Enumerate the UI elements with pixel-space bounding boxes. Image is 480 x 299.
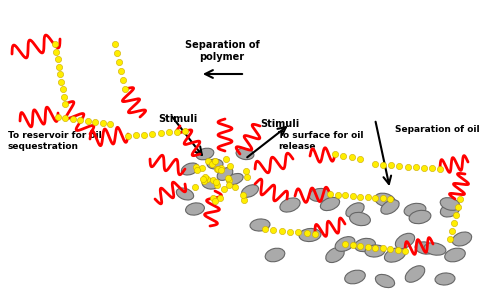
Ellipse shape <box>309 188 331 202</box>
Ellipse shape <box>415 242 435 254</box>
Ellipse shape <box>176 188 193 200</box>
Ellipse shape <box>404 203 426 217</box>
Ellipse shape <box>384 248 406 262</box>
Ellipse shape <box>250 219 270 231</box>
Ellipse shape <box>375 274 395 288</box>
Text: Separation of
polymer: Separation of polymer <box>185 40 259 62</box>
Ellipse shape <box>335 237 355 251</box>
Ellipse shape <box>346 203 364 217</box>
Ellipse shape <box>181 163 199 175</box>
Ellipse shape <box>186 203 204 215</box>
Ellipse shape <box>326 248 344 263</box>
Ellipse shape <box>375 193 396 207</box>
Ellipse shape <box>280 198 300 212</box>
Ellipse shape <box>435 273 455 285</box>
Ellipse shape <box>365 245 385 257</box>
Ellipse shape <box>355 238 375 252</box>
Text: To reservoir for oil
sequestration: To reservoir for oil sequestration <box>8 131 102 151</box>
Ellipse shape <box>299 228 321 242</box>
Ellipse shape <box>396 233 415 249</box>
Ellipse shape <box>265 248 285 262</box>
Ellipse shape <box>227 173 243 184</box>
Ellipse shape <box>444 248 465 262</box>
Ellipse shape <box>207 159 223 169</box>
Ellipse shape <box>452 232 472 246</box>
Text: Stimuli: Stimuli <box>260 119 299 129</box>
Text: Separation of oil: Separation of oil <box>395 124 480 133</box>
Ellipse shape <box>440 203 460 217</box>
Ellipse shape <box>424 243 446 255</box>
Ellipse shape <box>349 212 371 226</box>
Ellipse shape <box>345 270 365 284</box>
Text: Stimuli: Stimuli <box>158 114 197 124</box>
Ellipse shape <box>202 179 218 189</box>
Ellipse shape <box>405 266 425 282</box>
Ellipse shape <box>381 200 399 214</box>
Ellipse shape <box>409 210 431 224</box>
Ellipse shape <box>236 148 254 160</box>
Ellipse shape <box>320 197 340 210</box>
Ellipse shape <box>196 148 214 160</box>
Ellipse shape <box>440 198 460 210</box>
Ellipse shape <box>241 185 259 197</box>
Ellipse shape <box>217 168 233 180</box>
Text: To surface for oil
release: To surface for oil release <box>278 131 363 151</box>
